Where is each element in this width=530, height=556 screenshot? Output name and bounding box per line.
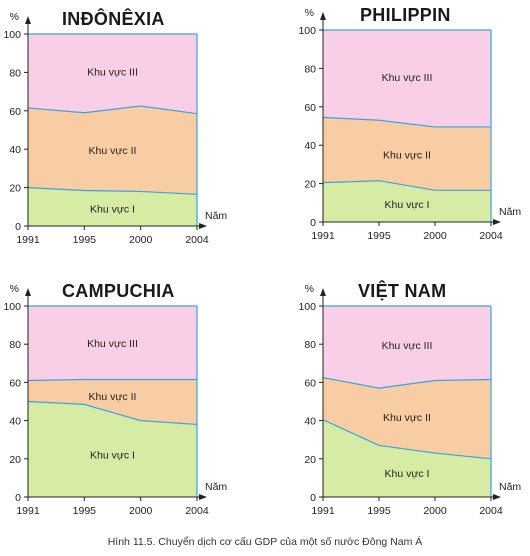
x-tick-label: 1991 bbox=[311, 505, 335, 517]
x-axis-arrow bbox=[493, 494, 501, 500]
x-tick-label: 1995 bbox=[367, 230, 391, 242]
x-axis-unit: Năm bbox=[499, 206, 521, 218]
chart-panel-2: 0 20 40 60 80 100 1991 1995 2000 2004% Năm PHILIPPI… bbox=[298, 5, 521, 242]
x-tick-label: 1995 bbox=[73, 234, 97, 246]
y-tick-label: 60 bbox=[9, 106, 21, 118]
area-khu-vuc-ii bbox=[323, 117, 491, 191]
y-tick-label: 100 bbox=[298, 301, 316, 313]
y-axis-arrow bbox=[320, 288, 326, 296]
region-label-khu-vuc-i: Khu vực I bbox=[90, 203, 135, 215]
y-tick-label: 0 bbox=[310, 492, 316, 504]
boundary-line-khu-vuc-i bbox=[27, 187, 198, 195]
x-tick-label: 1991 bbox=[311, 230, 335, 242]
x-tick-label: 2004 bbox=[479, 230, 503, 242]
y-tick-label: 80 bbox=[9, 339, 21, 351]
chart-title: CAMPUCHIA bbox=[62, 281, 175, 301]
chart-title: VIỆT NAM bbox=[358, 280, 446, 301]
boundary-line-khu-vuc-ii bbox=[27, 105, 198, 115]
chart-panel-1: 0 20 40 60 80 100 1991 1995 2000 2004% Năm INĐÔNÊXI… bbox=[3, 8, 227, 246]
x-axis-arrow bbox=[199, 223, 207, 229]
x-axis-unit: Năm bbox=[499, 481, 521, 493]
area-khu-vuc-iii bbox=[323, 30, 491, 127]
area-khu-vuc-ii bbox=[28, 106, 197, 195]
chart-title: PHILIPPIN bbox=[360, 5, 451, 25]
area-khu-vuc-i bbox=[28, 401, 197, 497]
region-label-khu-vuc-ii: Khu vực II bbox=[89, 391, 137, 403]
x-tick-label: 1991 bbox=[16, 505, 40, 517]
y-axis-unit: % bbox=[10, 11, 19, 23]
x-tick-label: 2000 bbox=[129, 234, 153, 246]
chart-panel-4: 0 20 40 60 80 100 1991 1995 2000 2004% Năm VIỆT NAM… bbox=[298, 280, 521, 517]
boundary-line-khu-vuc-i bbox=[27, 400, 198, 426]
region-label-khu-vuc-i: Khu vực I bbox=[385, 468, 430, 480]
region-label-khu-vuc-i: Khu vực I bbox=[90, 450, 135, 462]
y-axis-unit: % bbox=[305, 7, 314, 19]
area-khu-vuc-iii bbox=[323, 306, 491, 389]
figure-caption: Hình 11.5. Chuyển dịch cơ cấu GDP của mộ… bbox=[107, 536, 423, 548]
region-label-khu-vuc-i: Khu vực I bbox=[385, 199, 430, 211]
x-axis-unit: Năm bbox=[205, 481, 227, 493]
region-label-khu-vuc-iii: Khu vực III bbox=[382, 72, 433, 84]
y-axis-arrow bbox=[25, 288, 31, 296]
y-tick-label: 0 bbox=[15, 221, 21, 233]
y-tick-label: 40 bbox=[9, 416, 21, 428]
region-label-khu-vuc-ii: Khu vực II bbox=[383, 150, 431, 162]
x-tick-label: 1991 bbox=[16, 234, 40, 246]
chart-panel-3: 0 20 40 60 80 100 1991 1995 2000 2004% Năm CAMPUCHI… bbox=[3, 281, 227, 517]
x-tick-label: 1995 bbox=[367, 505, 391, 517]
y-axis-arrow bbox=[25, 16, 31, 24]
region-label-khu-vuc-iii: Khu vực III bbox=[87, 67, 138, 79]
area-khu-vuc-i bbox=[323, 180, 491, 222]
y-tick-label: 40 bbox=[304, 140, 316, 152]
y-tick-label: 20 bbox=[9, 454, 21, 466]
y-tick-label: 60 bbox=[304, 102, 316, 114]
y-axis-unit: % bbox=[305, 283, 314, 295]
boundary-line-khu-vuc-ii bbox=[27, 378, 197, 382]
y-axis-arrow bbox=[320, 12, 326, 20]
x-tick-label: 2004 bbox=[479, 505, 503, 517]
area-khu-vuc-i bbox=[323, 419, 491, 497]
chart-title: INĐÔNÊXIA bbox=[62, 8, 165, 29]
y-tick-label: 100 bbox=[3, 301, 21, 313]
boundary-line-khu-vuc-i bbox=[322, 180, 491, 191]
x-tick-label: 2000 bbox=[129, 505, 153, 517]
y-tick-label: 20 bbox=[9, 183, 21, 195]
region-label-khu-vuc-iii: Khu vực III bbox=[382, 340, 433, 352]
y-tick-label: 60 bbox=[304, 377, 316, 389]
x-tick-label: 2004 bbox=[185, 234, 209, 246]
x-axis-arrow bbox=[493, 219, 501, 225]
y-tick-label: 80 bbox=[9, 67, 21, 79]
x-tick-label: 2004 bbox=[185, 505, 209, 517]
y-tick-label: 80 bbox=[304, 339, 316, 351]
area-khu-vuc-iii bbox=[28, 34, 197, 114]
region-label-khu-vuc-ii: Khu vực II bbox=[383, 412, 431, 424]
x-tick-label: 1995 bbox=[73, 505, 97, 517]
area-khu-vuc-i bbox=[28, 187, 197, 226]
boundary-line-khu-vuc-ii bbox=[322, 377, 492, 389]
y-tick-label: 60 bbox=[9, 377, 21, 389]
y-tick-label: 20 bbox=[304, 179, 316, 191]
y-tick-label: 40 bbox=[304, 416, 316, 428]
y-tick-label: 80 bbox=[304, 63, 316, 75]
x-tick-label: 2000 bbox=[423, 230, 447, 242]
region-label-khu-vuc-ii: Khu vực II bbox=[89, 145, 137, 157]
y-tick-label: 20 bbox=[304, 454, 316, 466]
x-axis-arrow bbox=[199, 494, 207, 500]
y-tick-label: 0 bbox=[310, 217, 316, 229]
region-label-khu-vuc-iii: Khu vực III bbox=[87, 338, 138, 350]
y-tick-label: 0 bbox=[15, 492, 21, 504]
y-tick-label: 40 bbox=[9, 144, 21, 156]
y-axis-unit: % bbox=[10, 283, 19, 295]
boundary-line-khu-vuc-ii bbox=[322, 116, 491, 128]
x-tick-label: 2000 bbox=[423, 505, 447, 517]
y-tick-label: 100 bbox=[298, 25, 316, 37]
area-khu-vuc-iii bbox=[28, 306, 197, 381]
x-axis-unit: Năm bbox=[205, 210, 227, 222]
area-khu-vuc-ii bbox=[28, 379, 197, 425]
y-tick-label: 100 bbox=[3, 29, 21, 41]
boundary-line-khu-vuc-i bbox=[322, 419, 492, 460]
